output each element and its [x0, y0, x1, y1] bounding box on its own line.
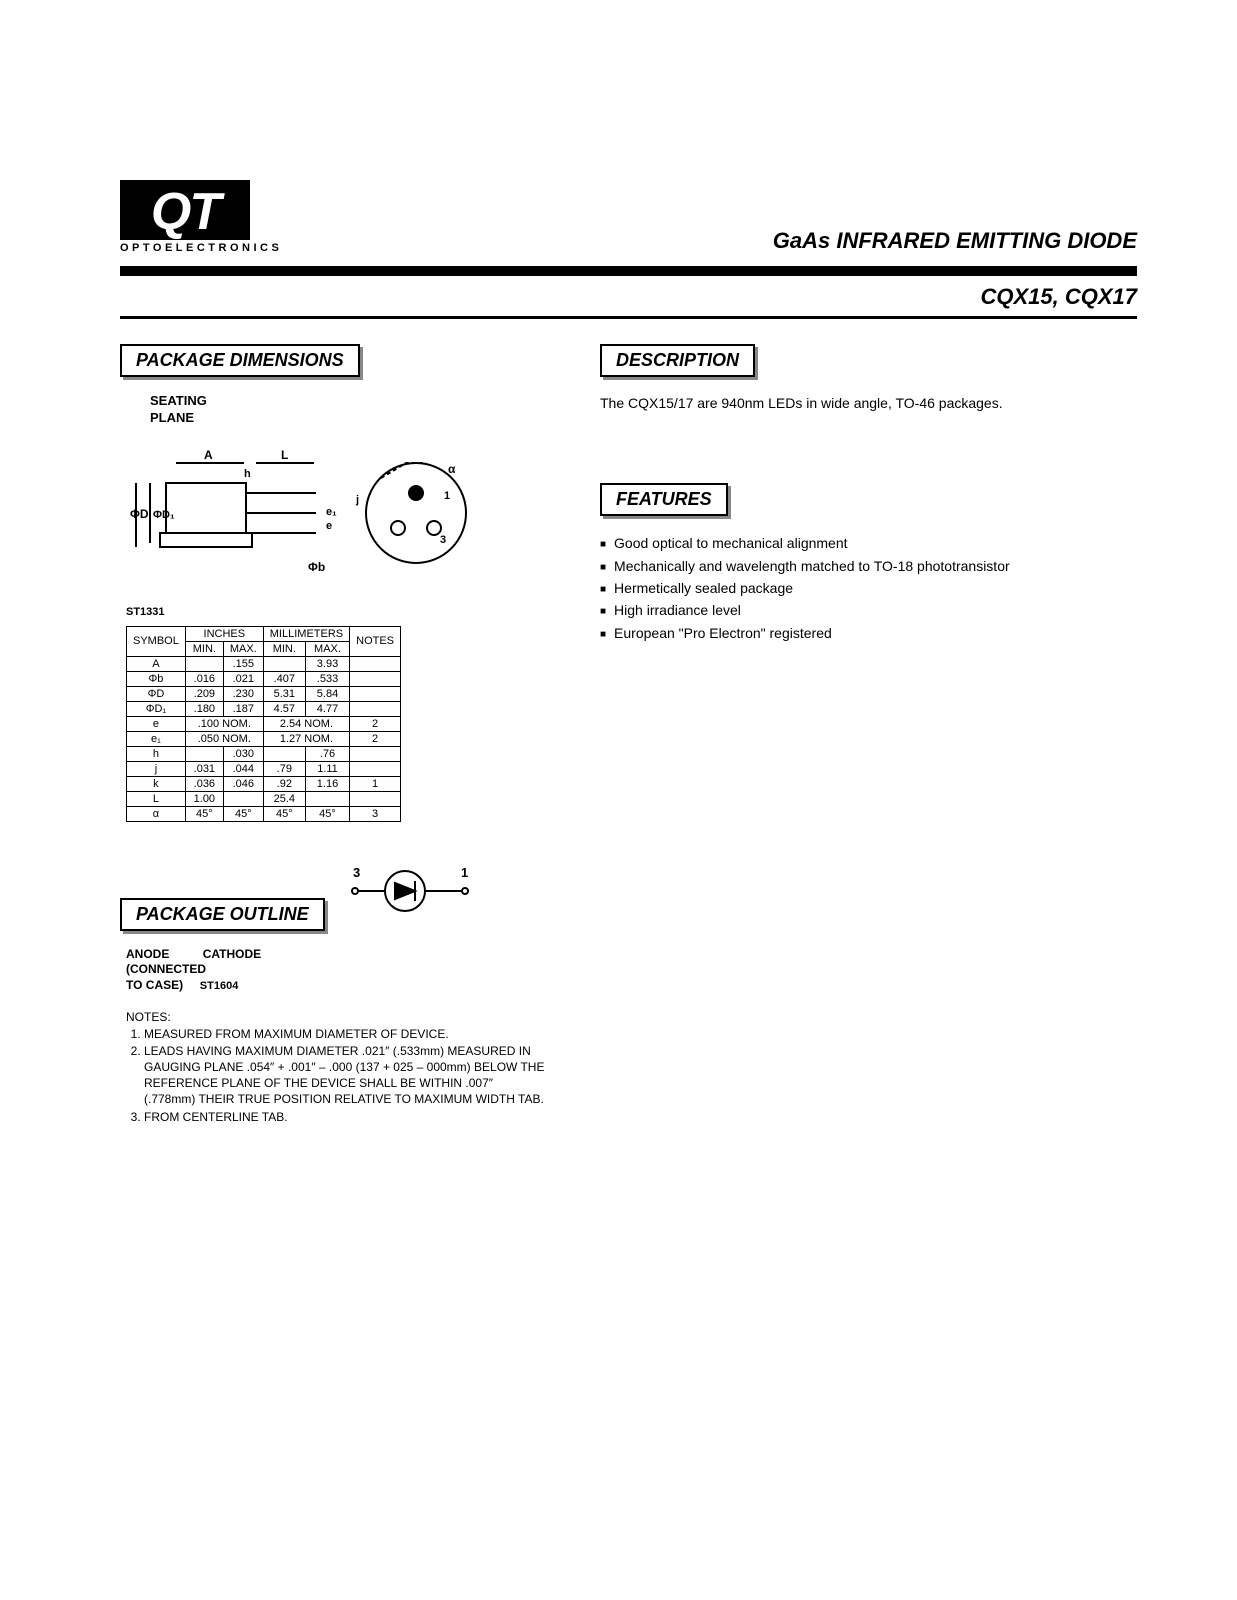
note-item: MEASURED FROM MAXIMUM DIAMETER OF DEVICE…	[144, 1026, 546, 1042]
diagram-code-2: ST1604	[200, 980, 239, 992]
section-header-package-dimensions: PACKAGE DIMENSIONS	[120, 344, 360, 377]
svg-text:Φb: Φb	[308, 560, 325, 574]
th-symbol: SYMBOL	[127, 626, 186, 656]
notes-title: NOTES:	[126, 1010, 546, 1024]
description-text: The CQX15/17 are 940nm LEDs in wide angl…	[600, 393, 1137, 413]
svg-text:1: 1	[444, 490, 450, 502]
feature-item: Mechanically and wavelength matched to T…	[600, 555, 1137, 577]
svg-text:ΦD₁: ΦD₁	[153, 509, 175, 521]
svg-text:α: α	[448, 462, 456, 476]
feature-item: Good optical to mechanical alignment	[600, 532, 1137, 554]
svg-text:A: A	[204, 448, 213, 462]
part-number-row: CQX15, CQX17	[120, 280, 1137, 319]
svg-text:3: 3	[440, 534, 446, 546]
note-item: FROM CENTERLINE TAB.	[144, 1109, 546, 1125]
header: QT OPTOELECTRONICS GaAs INFRARED EMITTIN…	[120, 180, 1137, 254]
th-inches: INCHES	[185, 626, 263, 641]
diagram-code-1: ST1331	[126, 606, 550, 618]
table-row: L1.0025.4	[127, 791, 401, 806]
th-notes: NOTES	[350, 626, 401, 656]
part-numbers: CQX15, CQX17	[980, 284, 1137, 309]
table-row: k.036.046.921.161	[127, 776, 401, 791]
features-list: Good optical to mechanical alignmentMech…	[600, 532, 1137, 644]
table-row: e.100 NOM.2.54 NOM.2	[127, 716, 401, 731]
dimensions-table: SYMBOL INCHES MILLIMETERS NOTES MIN. MAX…	[126, 626, 401, 822]
feature-item: Hermetically sealed package	[600, 577, 1137, 599]
seating-plane-label: SEATING PLANE	[150, 393, 550, 427]
svg-text:1: 1	[461, 865, 468, 880]
package-dimension-diagram: ΦD ΦD₁ A L h e₁ e Φb j α 1 3	[126, 433, 506, 593]
svg-text:e: e	[326, 520, 332, 532]
table-row: A.1553.93	[127, 656, 401, 671]
table-row: Φb.016.021.407.533	[127, 671, 401, 686]
logo-text: QT	[120, 180, 250, 240]
outline-labels: ANODE CATHODE (CONNECTED TO CASE) ST1604	[126, 947, 550, 994]
document-title: GaAs INFRARED EMITTING DIODE	[773, 228, 1137, 254]
table-row: j.031.044.791.11	[127, 761, 401, 776]
svg-text:L: L	[281, 448, 288, 462]
svg-text:h: h	[244, 468, 251, 480]
table-row: e₁.050 NOM.1.27 NOM.2	[127, 731, 401, 746]
note-item: LEADS HAVING MAXIMUM DIAMETER .021″ (.53…	[144, 1043, 546, 1108]
table-row: ΦD₁.180.1874.574.77	[127, 701, 401, 716]
section-header-features: FEATURES	[600, 483, 728, 516]
feature-item: High irradiance level	[600, 599, 1137, 621]
logo-subtext: OPTOELECTRONICS	[120, 242, 250, 254]
svg-text:e₁: e₁	[326, 506, 337, 518]
svg-text:3: 3	[353, 865, 360, 880]
svg-text:j: j	[355, 494, 359, 506]
notes-block: NOTES: MEASURED FROM MAXIMUM DIAMETER OF…	[126, 1010, 546, 1125]
package-outline-diagram: 3 1	[335, 863, 535, 918]
section-header-description: DESCRIPTION	[600, 344, 755, 377]
table-row: ΦD.209.2305.315.84	[127, 686, 401, 701]
table-row: h.030.76	[127, 746, 401, 761]
logo: QT OPTOELECTRONICS	[120, 180, 250, 254]
divider-bar	[120, 266, 1137, 276]
svg-text:ΦD: ΦD	[130, 507, 149, 521]
table-row: α45°45°45°45°3	[127, 806, 401, 821]
feature-item: European "Pro Electron" registered	[600, 622, 1137, 644]
th-mm: MILLIMETERS	[263, 626, 349, 641]
section-header-package-outline: PACKAGE OUTLINE	[120, 898, 325, 931]
